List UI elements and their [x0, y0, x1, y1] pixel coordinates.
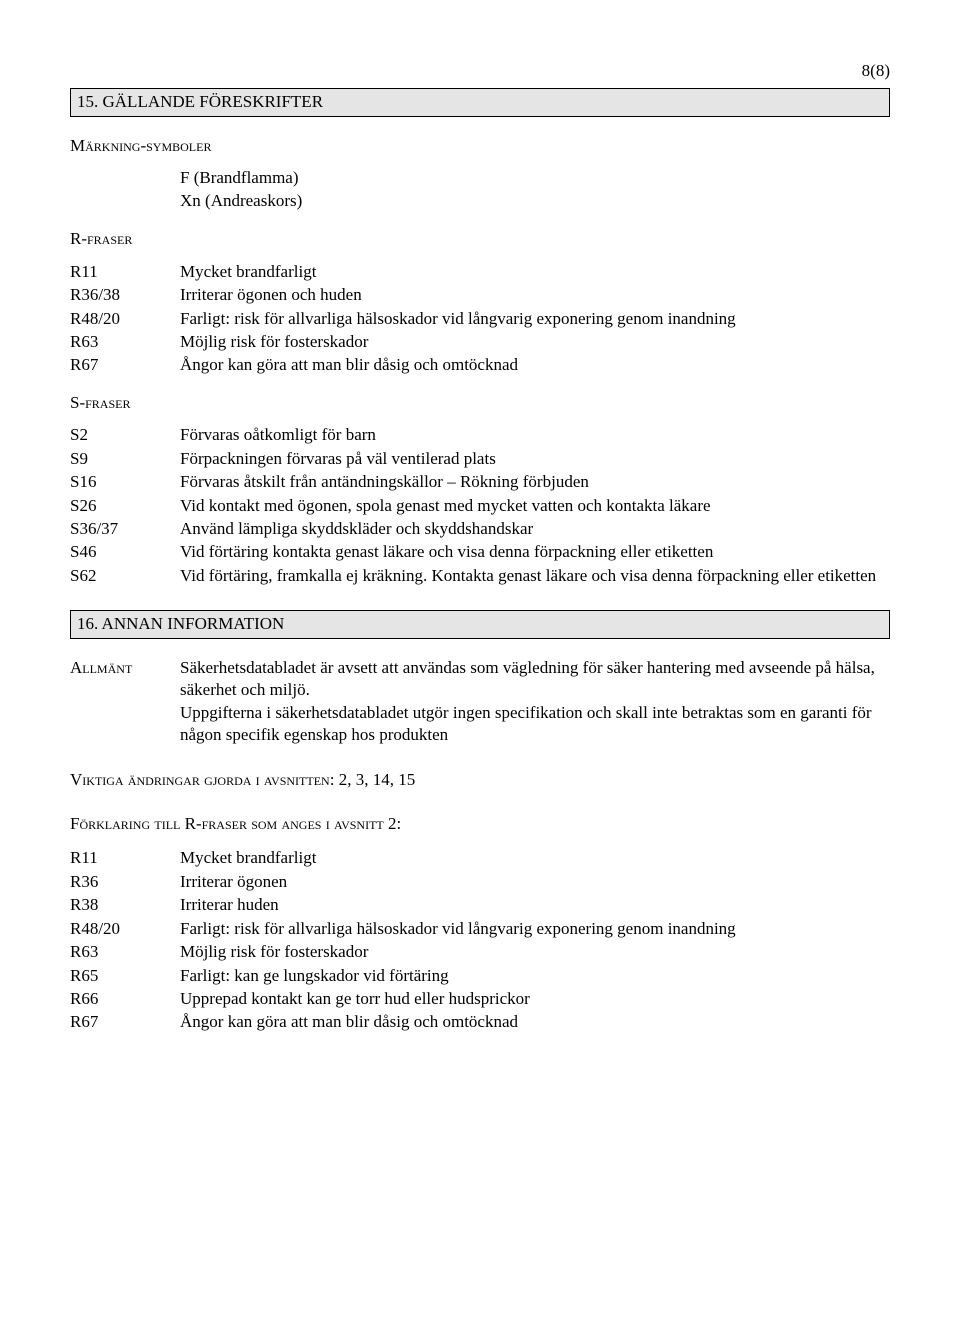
viktiga-suffix: : 2, 3, 14, 15	[330, 770, 415, 789]
phrase-text: Förvaras oåtkomligt för barn	[180, 424, 876, 447]
phrase-code: R67	[70, 354, 180, 377]
phrase-text: Använd lämpliga skyddskläder och skyddsh…	[180, 518, 876, 541]
markning-symboler-block: F (Brandflamma) Xn (Andreaskors)	[180, 167, 890, 212]
allmant-text: Säkerhetsdatabladet är avsett att använd…	[180, 657, 890, 747]
allmant-label: Allmänt	[70, 657, 180, 679]
phrase-code: S2	[70, 424, 180, 447]
section-16-header: 16. ANNAN INFORMATION	[70, 610, 890, 638]
allmant-block: Allmänt Säkerhetsdatabladet är avsett at…	[70, 657, 890, 747]
section-15-header: 15. GÄLLANDE FÖRESKRIFTER	[70, 88, 890, 116]
phrase-text: Farligt: risk för allvarliga hälsoskador…	[180, 918, 736, 941]
markning-line: Xn (Andreaskors)	[180, 190, 890, 212]
table-row: R11Mycket brandfarligt	[70, 261, 736, 284]
phrase-text: Ångor kan göra att man blir dåsig och om…	[180, 354, 736, 377]
phrase-code: R48/20	[70, 918, 180, 941]
phrase-code: R65	[70, 965, 180, 988]
phrase-code: R63	[70, 331, 180, 354]
table-row: R67Ångor kan göra att man blir dåsig och…	[70, 1011, 736, 1034]
table-row: R36Irriterar ögonen	[70, 871, 736, 894]
phrase-text: Vid kontakt med ögonen, spola genast med…	[180, 495, 876, 518]
phrase-code: R11	[70, 261, 180, 284]
markning-symboler-label: Märkning-symboler	[70, 135, 890, 157]
phrase-code: R38	[70, 894, 180, 917]
forklaring-heading: Förklaring till R-fraser som anges i avs…	[70, 813, 890, 835]
phrase-code: S46	[70, 541, 180, 564]
phrase-code: S16	[70, 471, 180, 494]
viktiga-andringar: Viktiga ändringar gjorda i avsnitten: 2,…	[70, 769, 890, 791]
phrase-code: R36	[70, 871, 180, 894]
page-number: 8(8)	[70, 60, 890, 82]
table-row: R63Möjlig risk för fosterskador	[70, 941, 736, 964]
table-row: S9Förpackningen förvaras på väl ventiler…	[70, 448, 876, 471]
phrase-code: R67	[70, 1011, 180, 1034]
phrase-text: Farligt: kan ge lungskador vid förtäring	[180, 965, 736, 988]
phrase-text: Ångor kan göra att man blir dåsig och om…	[180, 1011, 736, 1034]
table-row: R11Mycket brandfarligt	[70, 847, 736, 870]
s-fraser-table: S2Förvaras oåtkomligt för barn S9Förpack…	[70, 424, 876, 588]
phrase-code: R48/20	[70, 308, 180, 331]
phrase-text: Irriterar ögonen	[180, 871, 736, 894]
table-row: S62Vid förtäring, framkalla ej kräkning.…	[70, 565, 876, 588]
phrase-text: Upprepad kontakt kan ge torr hud eller h…	[180, 988, 736, 1011]
phrase-text: Mycket brandfarligt	[180, 847, 736, 870]
table-row: R67Ångor kan göra att man blir dåsig och…	[70, 354, 736, 377]
table-row: S46Vid förtäring kontakta genast läkare …	[70, 541, 876, 564]
r-fraser-explain-table: R11Mycket brandfarligt R36Irriterar ögon…	[70, 847, 736, 1035]
table-row: S16Förvaras åtskilt från antändningskäll…	[70, 471, 876, 494]
phrase-text: Farligt: risk för allvarliga hälsoskador…	[180, 308, 736, 331]
phrase-text: Vid förtäring kontakta genast läkare och…	[180, 541, 876, 564]
forklaring-mid: R-fraser som anges i avsnitt 2	[185, 814, 397, 833]
table-row: R65Farligt: kan ge lungskador vid förtär…	[70, 965, 736, 988]
phrase-code: S26	[70, 495, 180, 518]
forklaring-prefix: Förklaring till	[70, 814, 185, 833]
table-row: R36/38Irriterar ögonen och huden	[70, 284, 736, 307]
table-row: R48/20Farligt: risk för allvarliga hälso…	[70, 918, 736, 941]
table-row: S36/37Använd lämpliga skyddskläder och s…	[70, 518, 876, 541]
phrase-text: Möjlig risk för fosterskador	[180, 331, 736, 354]
r-fraser-label: R-fraser	[70, 228, 890, 250]
markning-line: F (Brandflamma)	[180, 167, 890, 189]
s-fraser-label: S-fraser	[70, 392, 890, 414]
phrase-text: Möjlig risk för fosterskador	[180, 941, 736, 964]
phrase-text: Irriterar ögonen och huden	[180, 284, 736, 307]
phrase-text: Vid förtäring, framkalla ej kräkning. Ko…	[180, 565, 876, 588]
r-fraser-table: R11Mycket brandfarligt R36/38Irriterar ö…	[70, 261, 736, 378]
table-row: R63Möjlig risk för fosterskador	[70, 331, 736, 354]
table-row: S2Förvaras oåtkomligt för barn	[70, 424, 876, 447]
phrase-code: R66	[70, 988, 180, 1011]
table-row: S26Vid kontakt med ögonen, spola genast …	[70, 495, 876, 518]
forklaring-suffix: :	[397, 814, 402, 833]
allmant-p1: Säkerhetsdatabladet är avsett att använd…	[180, 657, 890, 702]
phrase-code: R63	[70, 941, 180, 964]
table-row: R66Upprepad kontakt kan ge torr hud elle…	[70, 988, 736, 1011]
phrase-code: S36/37	[70, 518, 180, 541]
allmant-p2: Uppgifterna i säkerhetsdatabladet utgör …	[180, 702, 890, 747]
viktiga-prefix: Viktiga ändringar gjorda i avsnitten	[70, 770, 330, 789]
phrase-text: Irriterar huden	[180, 894, 736, 917]
table-row: R48/20Farligt: risk för allvarliga hälso…	[70, 308, 736, 331]
table-row: R38Irriterar huden	[70, 894, 736, 917]
phrase-code: S62	[70, 565, 180, 588]
phrase-text: Förvaras åtskilt från antändningskällor …	[180, 471, 876, 494]
phrase-code: R11	[70, 847, 180, 870]
phrase-code: S9	[70, 448, 180, 471]
phrase-text: Förpackningen förvaras på väl ventilerad…	[180, 448, 876, 471]
phrase-text: Mycket brandfarligt	[180, 261, 736, 284]
phrase-code: R36/38	[70, 284, 180, 307]
